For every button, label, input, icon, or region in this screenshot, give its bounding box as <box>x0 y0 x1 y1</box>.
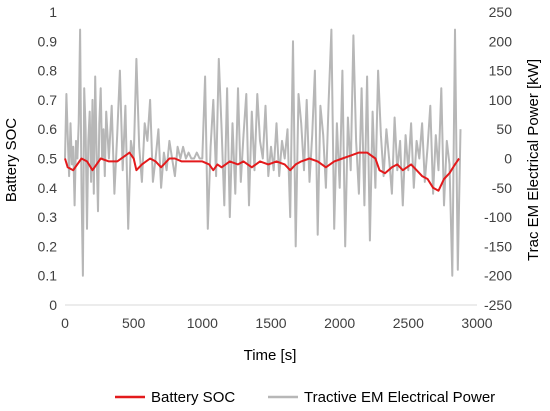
tractive-power-line <box>64 28 462 277</box>
y-right-axis-title: Trac EM Electrical Power [kW] <box>525 59 542 261</box>
y-left-tick-label: 0.7 <box>38 92 58 108</box>
legend: Battery SOC Tractive EM Electrical Power <box>115 389 495 406</box>
y-right-tick-label: -150 <box>484 238 512 254</box>
y-left-tick-label: 0.8 <box>38 63 58 79</box>
y-left-tick-label: 0.2 <box>38 238 58 254</box>
y-left-axis-title: Battery SOC <box>3 118 20 202</box>
y-right-tick-label: 0 <box>504 151 512 167</box>
y-left-tick-label: 0.9 <box>38 33 58 49</box>
tractive-power-series <box>64 28 462 277</box>
x-tick-label: 2000 <box>324 315 355 331</box>
y-left-tick-label: 0.6 <box>38 121 58 137</box>
x-tick-label: 500 <box>122 315 146 331</box>
x-axis-ticks: 0 500 1000 1500 2000 2500 3000 <box>61 315 493 331</box>
x-tick-label: 1500 <box>255 315 286 331</box>
y-left-tick-label: 0.5 <box>38 151 58 167</box>
legend-label-tractive-power: Tractive EM Electrical Power <box>304 389 495 406</box>
x-tick-label: 3000 <box>461 315 492 331</box>
x-tick-label: 0 <box>61 315 69 331</box>
y-right-tick-label: -250 <box>484 297 512 313</box>
y-right-tick-label: 100 <box>489 92 513 108</box>
y-left-axis-ticks: 0 0.1 0.2 0.3 0.4 0.5 0.6 0.7 0.8 0.9 1 <box>38 4 58 313</box>
y-left-tick-label: 0.3 <box>38 209 58 225</box>
plot-area <box>64 28 462 277</box>
y-right-tick-label: -100 <box>484 209 512 225</box>
y-left-tick-label: 0 <box>49 297 57 313</box>
x-tick-label: 1000 <box>187 315 218 331</box>
x-tick-label: 2500 <box>393 315 424 331</box>
y-left-tick-label: 0.1 <box>38 268 58 284</box>
y-right-tick-label: 250 <box>489 4 513 20</box>
x-axis-title: Time [s] <box>244 347 297 364</box>
y-right-tick-label: -50 <box>492 180 512 196</box>
y-right-tick-label: -200 <box>484 268 512 284</box>
y-left-tick-label: 0.4 <box>38 180 58 196</box>
y-right-tick-label: 200 <box>489 33 513 49</box>
y-right-axis-ticks: -250 -200 -150 -100 -50 0 50 100 150 200 250 <box>484 4 512 313</box>
y-right-tick-label: 150 <box>489 63 513 79</box>
legend-label-battery-soc: Battery SOC <box>151 389 235 406</box>
y-right-tick-label: 50 <box>496 121 512 137</box>
y-left-tick-label: 1 <box>49 4 57 20</box>
battery-soc-series <box>64 151 460 192</box>
battery-soc-line <box>64 151 460 192</box>
